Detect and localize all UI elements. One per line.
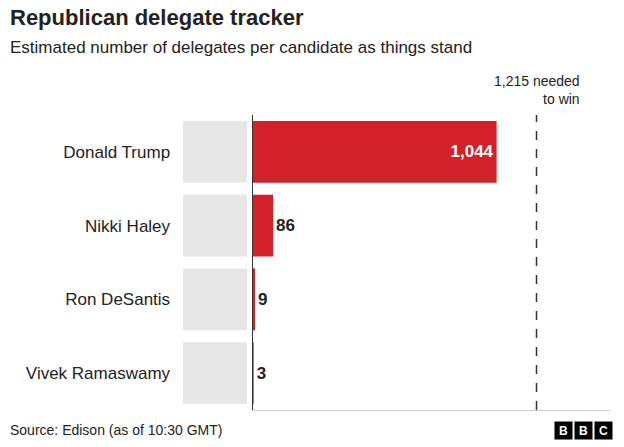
svg-text:3: 3 [257,364,266,383]
svg-text:86: 86 [276,216,295,235]
svg-text:1,215 neededto win: 1,215 neededto win [494,73,580,107]
svg-text:B: B [579,424,588,438]
svg-text:C: C [599,424,608,438]
svg-text:Source: Edison (as of 10:30 GM: Source: Edison (as of 10:30 GMT) [10,422,222,438]
svg-text:Donald Trump: Donald Trump [63,143,170,162]
svg-text:Republican delegate tracker: Republican delegate tracker [10,5,304,30]
svg-text:9: 9 [258,290,267,309]
svg-text:Estimated number of delegates: Estimated number of delegates per candid… [10,38,472,57]
svg-text:Ron DeSantis: Ron DeSantis [65,290,170,309]
svg-text:1,044: 1,044 [451,142,494,161]
svg-text:B: B [559,424,568,438]
svg-text:Vivek Ramaswamy: Vivek Ramaswamy [26,364,171,383]
svg-text:Nikki Haley: Nikki Haley [85,217,171,236]
